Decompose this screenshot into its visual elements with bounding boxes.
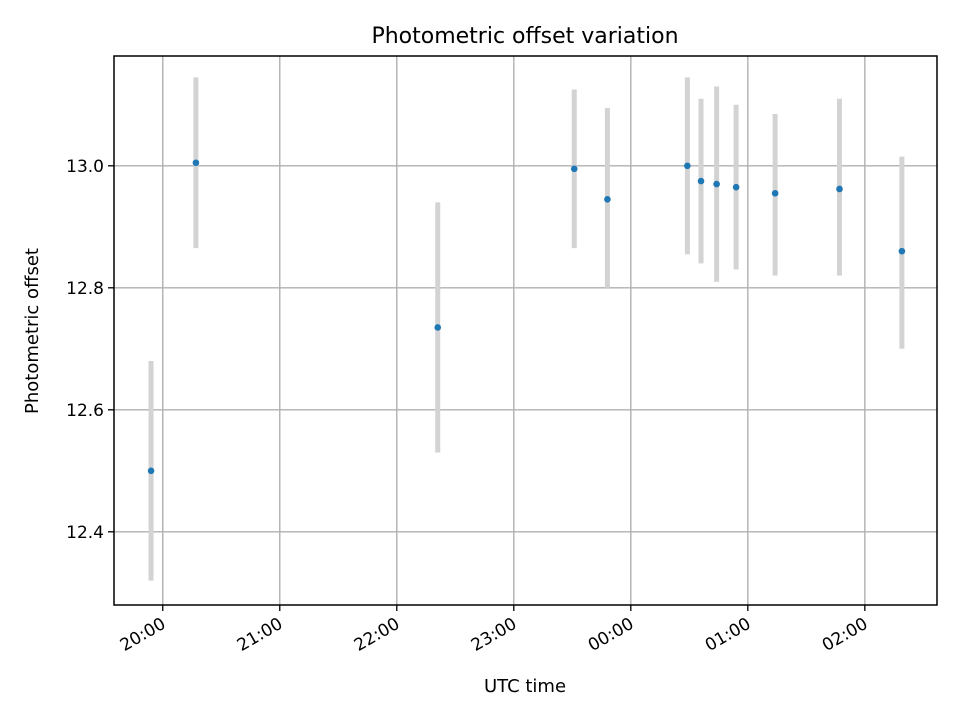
y-tick-label: 12.8 [66, 279, 104, 299]
data-points [147, 159, 906, 475]
data-point [713, 180, 720, 188]
data-point [192, 159, 200, 167]
data-point [836, 185, 843, 193]
y-axis-label: Photometric offset [22, 248, 43, 414]
data-point [684, 162, 691, 170]
data-point [434, 324, 442, 331]
y-tick-label: 12.6 [66, 401, 104, 421]
data-point [771, 189, 779, 197]
y-axis-ticks: 12.4 12.6 12.8 13.0 [66, 157, 114, 543]
data-point [898, 247, 906, 255]
data-point [604, 196, 611, 203]
x-tick-label: 23:00 [468, 614, 520, 656]
data-point [697, 177, 705, 185]
x-tick-label: 00:00 [585, 614, 637, 656]
x-axis-ticks: 20:00 21:00 22:00 23:00 00:00 01:00 02:00 [117, 605, 871, 656]
x-tick-label: 22:00 [351, 614, 403, 656]
y-tick-label: 13.0 [66, 157, 104, 177]
grid [114, 56, 937, 605]
data-point [147, 467, 155, 475]
x-axis-label: UTC time [484, 676, 566, 697]
plot-frame [113, 55, 938, 606]
x-tick-label: 21:00 [234, 614, 286, 656]
chart-title: Photometric offset variation [371, 24, 678, 49]
data-point [570, 165, 578, 173]
data-point [732, 183, 740, 191]
x-tick-label: 02:00 [819, 614, 871, 656]
x-tick-label: 01:00 [702, 614, 754, 656]
y-tick-label: 12.4 [66, 523, 104, 543]
error-bars [148, 77, 905, 581]
x-tick-label: 20:00 [117, 614, 169, 656]
